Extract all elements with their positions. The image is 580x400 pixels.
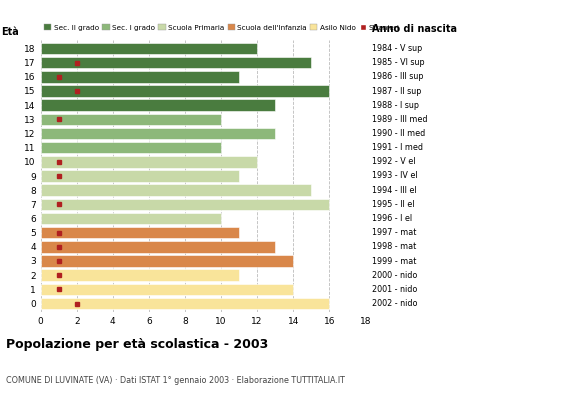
Text: Popolazione per età scolastica - 2003: Popolazione per età scolastica - 2003 <box>6 338 268 351</box>
Bar <box>41 241 275 253</box>
Bar <box>41 298 329 309</box>
Bar <box>41 128 275 139</box>
Text: 1997 - mat: 1997 - mat <box>372 228 417 237</box>
Text: 1984 - V sup: 1984 - V sup <box>372 44 423 53</box>
Bar <box>41 284 293 295</box>
Text: 1985 - VI sup: 1985 - VI sup <box>372 58 425 67</box>
Bar <box>41 227 239 238</box>
Legend: Sec. II grado, Sec. I grado, Scuola Primaria, Scuola dell'Infanzia, Asilo Nido, : Sec. II grado, Sec. I grado, Scuola Prim… <box>44 24 400 31</box>
Text: 1999 - mat: 1999 - mat <box>372 256 417 266</box>
Bar <box>41 43 257 54</box>
Text: 2000 - nido: 2000 - nido <box>372 271 418 280</box>
Text: 1992 - V el: 1992 - V el <box>372 157 416 166</box>
Text: 1995 - II el: 1995 - II el <box>372 200 415 209</box>
Text: Età: Età <box>2 27 19 37</box>
Bar <box>41 71 239 83</box>
Text: 1987 - II sup: 1987 - II sup <box>372 86 422 96</box>
Text: 1991 - I med: 1991 - I med <box>372 143 423 152</box>
Bar <box>41 99 275 111</box>
Text: 1994 - III el: 1994 - III el <box>372 186 417 195</box>
Bar <box>41 255 293 267</box>
Text: 1989 - III med: 1989 - III med <box>372 115 428 124</box>
Text: 2002 - nido: 2002 - nido <box>372 299 418 308</box>
Bar <box>41 269 239 281</box>
Text: 1996 - I el: 1996 - I el <box>372 214 412 223</box>
Bar <box>41 184 311 196</box>
Bar <box>41 114 221 125</box>
Bar <box>41 85 329 97</box>
Bar <box>41 57 311 68</box>
Bar <box>41 213 221 224</box>
Text: COMUNE DI LUVINATE (VA) · Dati ISTAT 1° gennaio 2003 · Elaborazione TUTTITALIA.I: COMUNE DI LUVINATE (VA) · Dati ISTAT 1° … <box>6 376 345 385</box>
Bar <box>41 198 329 210</box>
Text: 1990 - II med: 1990 - II med <box>372 129 426 138</box>
Text: 1998 - mat: 1998 - mat <box>372 242 416 251</box>
Text: 1986 - III sup: 1986 - III sup <box>372 72 424 81</box>
Text: 1988 - I sup: 1988 - I sup <box>372 101 419 110</box>
Text: 1993 - IV el: 1993 - IV el <box>372 172 418 180</box>
Text: 2001 - nido: 2001 - nido <box>372 285 418 294</box>
Bar <box>41 142 221 154</box>
Bar <box>41 156 257 168</box>
Text: Anno di nascita: Anno di nascita <box>372 24 458 34</box>
Bar <box>41 170 239 182</box>
